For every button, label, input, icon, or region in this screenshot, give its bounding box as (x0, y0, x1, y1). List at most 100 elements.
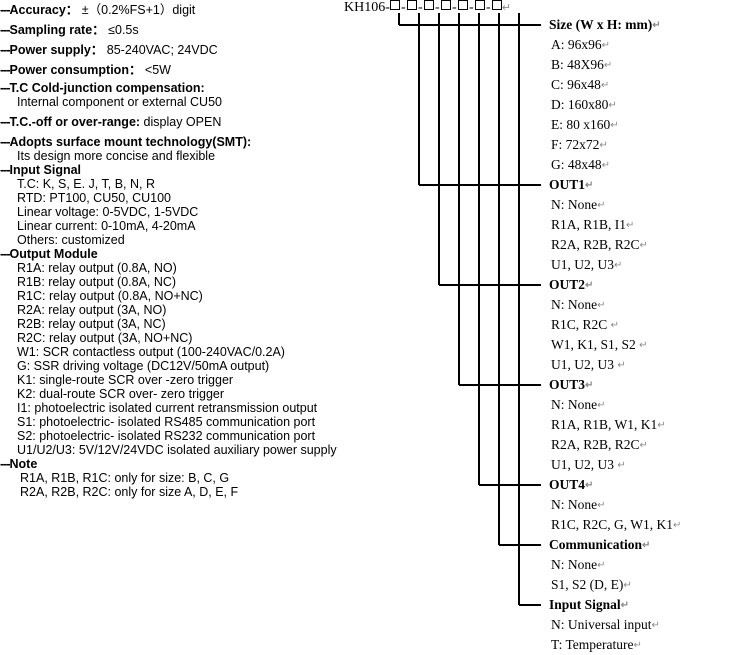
model-code-box-7[interactable] (491, 0, 502, 10)
model-prefix: KH106- (344, 0, 390, 15)
option-item[interactable]: A: 96x96↵ (541, 35, 610, 55)
option-group-title: Input Signal↵ (541, 595, 629, 615)
paragraph-mark-icon: ↵ (626, 220, 635, 231)
paragraph-mark-icon: ↵ (673, 520, 682, 531)
option-item[interactable]: N: None↵ (541, 555, 606, 575)
paragraph-mark-icon: ↵ (585, 280, 594, 291)
paragraph-mark-icon: ↵ (651, 620, 660, 631)
spec-detail: RTD: PT100, CU50, CU100 (0, 192, 171, 205)
spec-detail: R2B: relay output (3A, NC) (0, 318, 166, 331)
option-item-text: D: 160x80 (551, 97, 609, 112)
spec-detail-text: Internal component or external CU50 (17, 95, 222, 109)
spec-detail: T.C: K, S, E. J, T, B, N, R (0, 178, 155, 191)
option-item[interactable]: E: 80 x160↵ (541, 115, 619, 135)
model-code-separator: - (469, 0, 474, 15)
model-code-box-6[interactable] (474, 0, 485, 10)
model-code-box-1[interactable] (389, 0, 400, 10)
option-item-text: R1A, R1B, W1, K1 (551, 417, 658, 432)
option-item-text: R2A, R2B, R2C (551, 437, 640, 452)
model-code-box-3[interactable] (423, 0, 434, 10)
option-item[interactable]: U1, U2, U3↵ (541, 255, 622, 275)
option-item[interactable]: F: 72x72↵ (541, 135, 608, 155)
option-item-text: A: 96x96 (551, 37, 602, 52)
paragraph-mark-icon: ↵ (642, 540, 651, 551)
spec-heading: ---Sampling rate： ≤0.5s (0, 24, 139, 37)
option-item-text: N: None (551, 397, 598, 412)
option-item-text: U1, U2, U3 (551, 457, 618, 472)
spec-detail: Its design more concise and flexible (0, 150, 215, 163)
option-group-title-text: OUT4 (549, 477, 586, 492)
option-item[interactable]: B: 48X96↵ (541, 55, 612, 75)
paragraph-mark-icon: ↵ (608, 100, 617, 111)
bullet-dashes: --- (0, 135, 10, 149)
spec-detail-text: G: SSR driving voltage (DC12V/50mA outpu… (17, 359, 270, 373)
option-item-text: R1C, R2C (551, 317, 611, 332)
paragraph-mark-icon: ↵ (601, 40, 611, 51)
spec-detail: Linear voltage: 0-5VDC, 1-5VDC (0, 206, 198, 219)
spec-detail: K2: dual-route SCR over- zero trigger (0, 388, 224, 401)
spec-heading: ---Power consumption： <5W (0, 64, 171, 77)
option-item-text: R1C, R2C, G, W1, K1 (551, 517, 674, 532)
option-item[interactable]: G: 48x48↵ (541, 155, 610, 175)
option-item-text: T: Temperature (551, 637, 634, 652)
option-item[interactable]: N: None↵ (541, 295, 606, 315)
model-code-separator: - (435, 0, 440, 15)
option-item[interactable]: R1C, R2C ↵ (541, 315, 619, 335)
option-item[interactable]: N: None↵ (541, 395, 606, 415)
model-code-box-5[interactable] (457, 0, 468, 10)
model-code-box-2[interactable] (406, 0, 417, 10)
option-item-text: G: 48x48 (551, 157, 602, 172)
spec-detail-text: R2C: relay output (3A, NO+NC) (17, 331, 193, 345)
spec-detail: I1: photoelectric isolated current retra… (0, 402, 317, 415)
spec-detail-text: W1: SCR contactless output (100-240VAC/0… (17, 345, 285, 359)
spec-detail: G: SSR driving voltage (DC12V/50mA outpu… (0, 360, 269, 373)
option-group-title: Communication↵ (541, 535, 650, 555)
option-group-title-text: Size (W x H: mm) (549, 17, 653, 32)
option-item[interactable]: N: Universal input↵ (541, 615, 660, 635)
spec-label: Output Module (9, 247, 98, 261)
option-item-text: W1, K1, S1, S2 (551, 337, 640, 352)
option-item[interactable]: C: 96x48↵ (541, 75, 609, 95)
spec-detail: Linear current: 0-10mA, 4-20mA (0, 220, 196, 233)
spec-value: ±（0.2%FS+1）digit (78, 3, 196, 17)
spec-detail-text: T.C: K, S, E. J, T, B, N, R (17, 177, 155, 191)
spec-heading: ---Power supply： 85-240VAC; 24VDC (0, 44, 218, 57)
option-group-title: OUT3↵ (541, 375, 593, 395)
option-item[interactable]: U1, U2, U3 ↵ (541, 455, 626, 475)
option-item[interactable]: S1, S2 (D, E)↵ (541, 575, 632, 595)
paragraph-mark-icon: ↵ (620, 600, 630, 611)
spec-heading: ---Accuracy： ±（0.2%FS+1）digit (0, 4, 195, 17)
option-item[interactable]: D: 160x80↵ (541, 95, 617, 115)
option-item-text: N: None (551, 497, 598, 512)
paragraph-mark-icon: ↵ (617, 460, 626, 471)
bullet-dashes: --- (0, 43, 10, 57)
option-item[interactable]: N: None↵ (541, 495, 606, 515)
spec-detail: R1A, R1B, R1C: only for size: B, C, G (0, 472, 229, 485)
option-item[interactable]: R2A, R2B, R2C↵ (541, 435, 648, 455)
spec-detail: K1: single-route SCR over -zero trigger (0, 374, 233, 387)
option-item-text: F: 72x72 (551, 137, 600, 152)
option-item-text: B: 48X96 (551, 57, 604, 72)
option-item[interactable]: R1C, R2C, G, W1, K1↵ (541, 515, 681, 535)
option-item[interactable]: R1A, R1B, W1, K1↵ (541, 415, 666, 435)
option-item[interactable]: U1, U2, U3 ↵ (541, 355, 626, 375)
paragraph-mark-icon: ↵ (501, 2, 512, 14)
spec-value: <5W (141, 63, 171, 77)
spec-detail-text: K1: single-route SCR over -zero trigger (17, 373, 234, 387)
option-item[interactable]: W1, K1, S1, S2 ↵ (541, 335, 648, 355)
spec-label: Accuracy： (9, 3, 79, 17)
option-item[interactable]: N: None↵ (541, 195, 606, 215)
spec-heading: ---Note (0, 458, 37, 471)
paragraph-mark-icon: ↵ (657, 420, 666, 431)
model-code-box-4[interactable] (440, 0, 451, 10)
spec-detail-text: U1/U2/U3: 5V/12V/24VDC isolated auxiliar… (17, 443, 337, 457)
option-group-title-text: OUT3 (549, 377, 586, 392)
option-item[interactable]: R1A, R1B, I1↵ (541, 215, 634, 235)
spec-detail: R1C: relay output (0.8A, NO+NC) (0, 290, 203, 303)
spec-heading: ---Adopts surface mount technology(SMT): (0, 136, 251, 149)
bullet-dashes: --- (0, 457, 10, 471)
option-item[interactable]: T: Temperature↵ (541, 635, 642, 655)
spec-detail-text: R2A, R2B, R2C: only for size A, D, E, F (20, 485, 239, 499)
option-item[interactable]: R2A, R2B, R2C↵ (541, 235, 648, 255)
model-code-separator: - (401, 0, 406, 15)
